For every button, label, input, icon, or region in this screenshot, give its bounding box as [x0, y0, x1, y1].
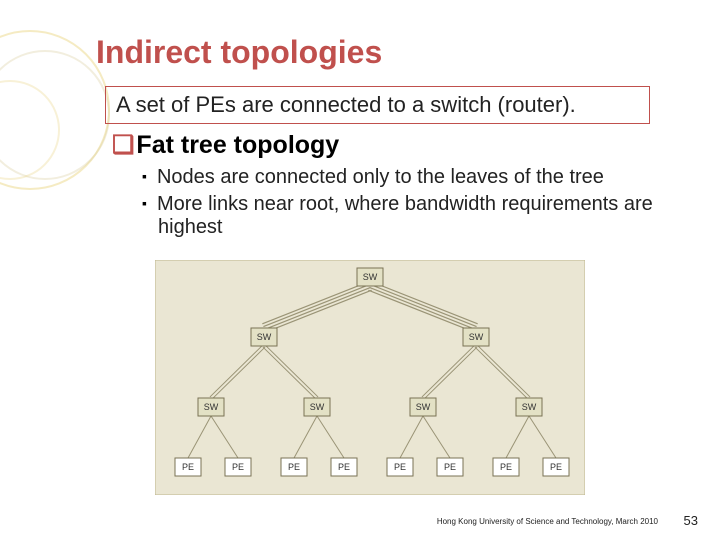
slide: Indirect topologies A set of PEs are con…: [0, 0, 720, 540]
fat-tree-diagram: SW SW SW SW SW SW SW PE PE PE PE PE PE PE PE: [155, 260, 585, 495]
tree-svg: SW SW SW SW SW SW SW PE PE PE PE PE PE PE PE: [155, 260, 585, 495]
subheading-text: Fat tree topology: [136, 131, 339, 159]
bullet-item: Nodes are connected only to the leaves o…: [142, 166, 662, 189]
svg-text:SW: SW: [310, 402, 325, 412]
bullet-list: Nodes are connected only to the leaves o…: [142, 166, 662, 243]
subheading: ❑Fat tree topology: [112, 130, 339, 160]
page-number: 53: [684, 513, 698, 528]
svg-text:PE: PE: [338, 462, 350, 472]
footer-text: Hong Kong University of Science and Tech…: [437, 517, 658, 526]
svg-text:SW: SW: [363, 272, 378, 282]
svg-text:SW: SW: [416, 402, 431, 412]
svg-text:SW: SW: [204, 402, 219, 412]
boxed-statement: A set of PEs are connected to a switch (…: [105, 86, 650, 124]
svg-text:PE: PE: [444, 462, 456, 472]
subheading-bullet-icon: ❑: [112, 131, 134, 159]
svg-text:SW: SW: [257, 332, 272, 342]
svg-text:SW: SW: [522, 402, 537, 412]
svg-text:PE: PE: [500, 462, 512, 472]
slide-title: Indirect topologies: [96, 34, 382, 71]
svg-text:PE: PE: [394, 462, 406, 472]
svg-text:PE: PE: [182, 462, 194, 472]
svg-text:PE: PE: [550, 462, 562, 472]
svg-text:PE: PE: [288, 462, 300, 472]
svg-text:PE: PE: [232, 462, 244, 472]
svg-text:SW: SW: [469, 332, 484, 342]
bullet-item: More links near root, where bandwidth re…: [142, 193, 662, 239]
